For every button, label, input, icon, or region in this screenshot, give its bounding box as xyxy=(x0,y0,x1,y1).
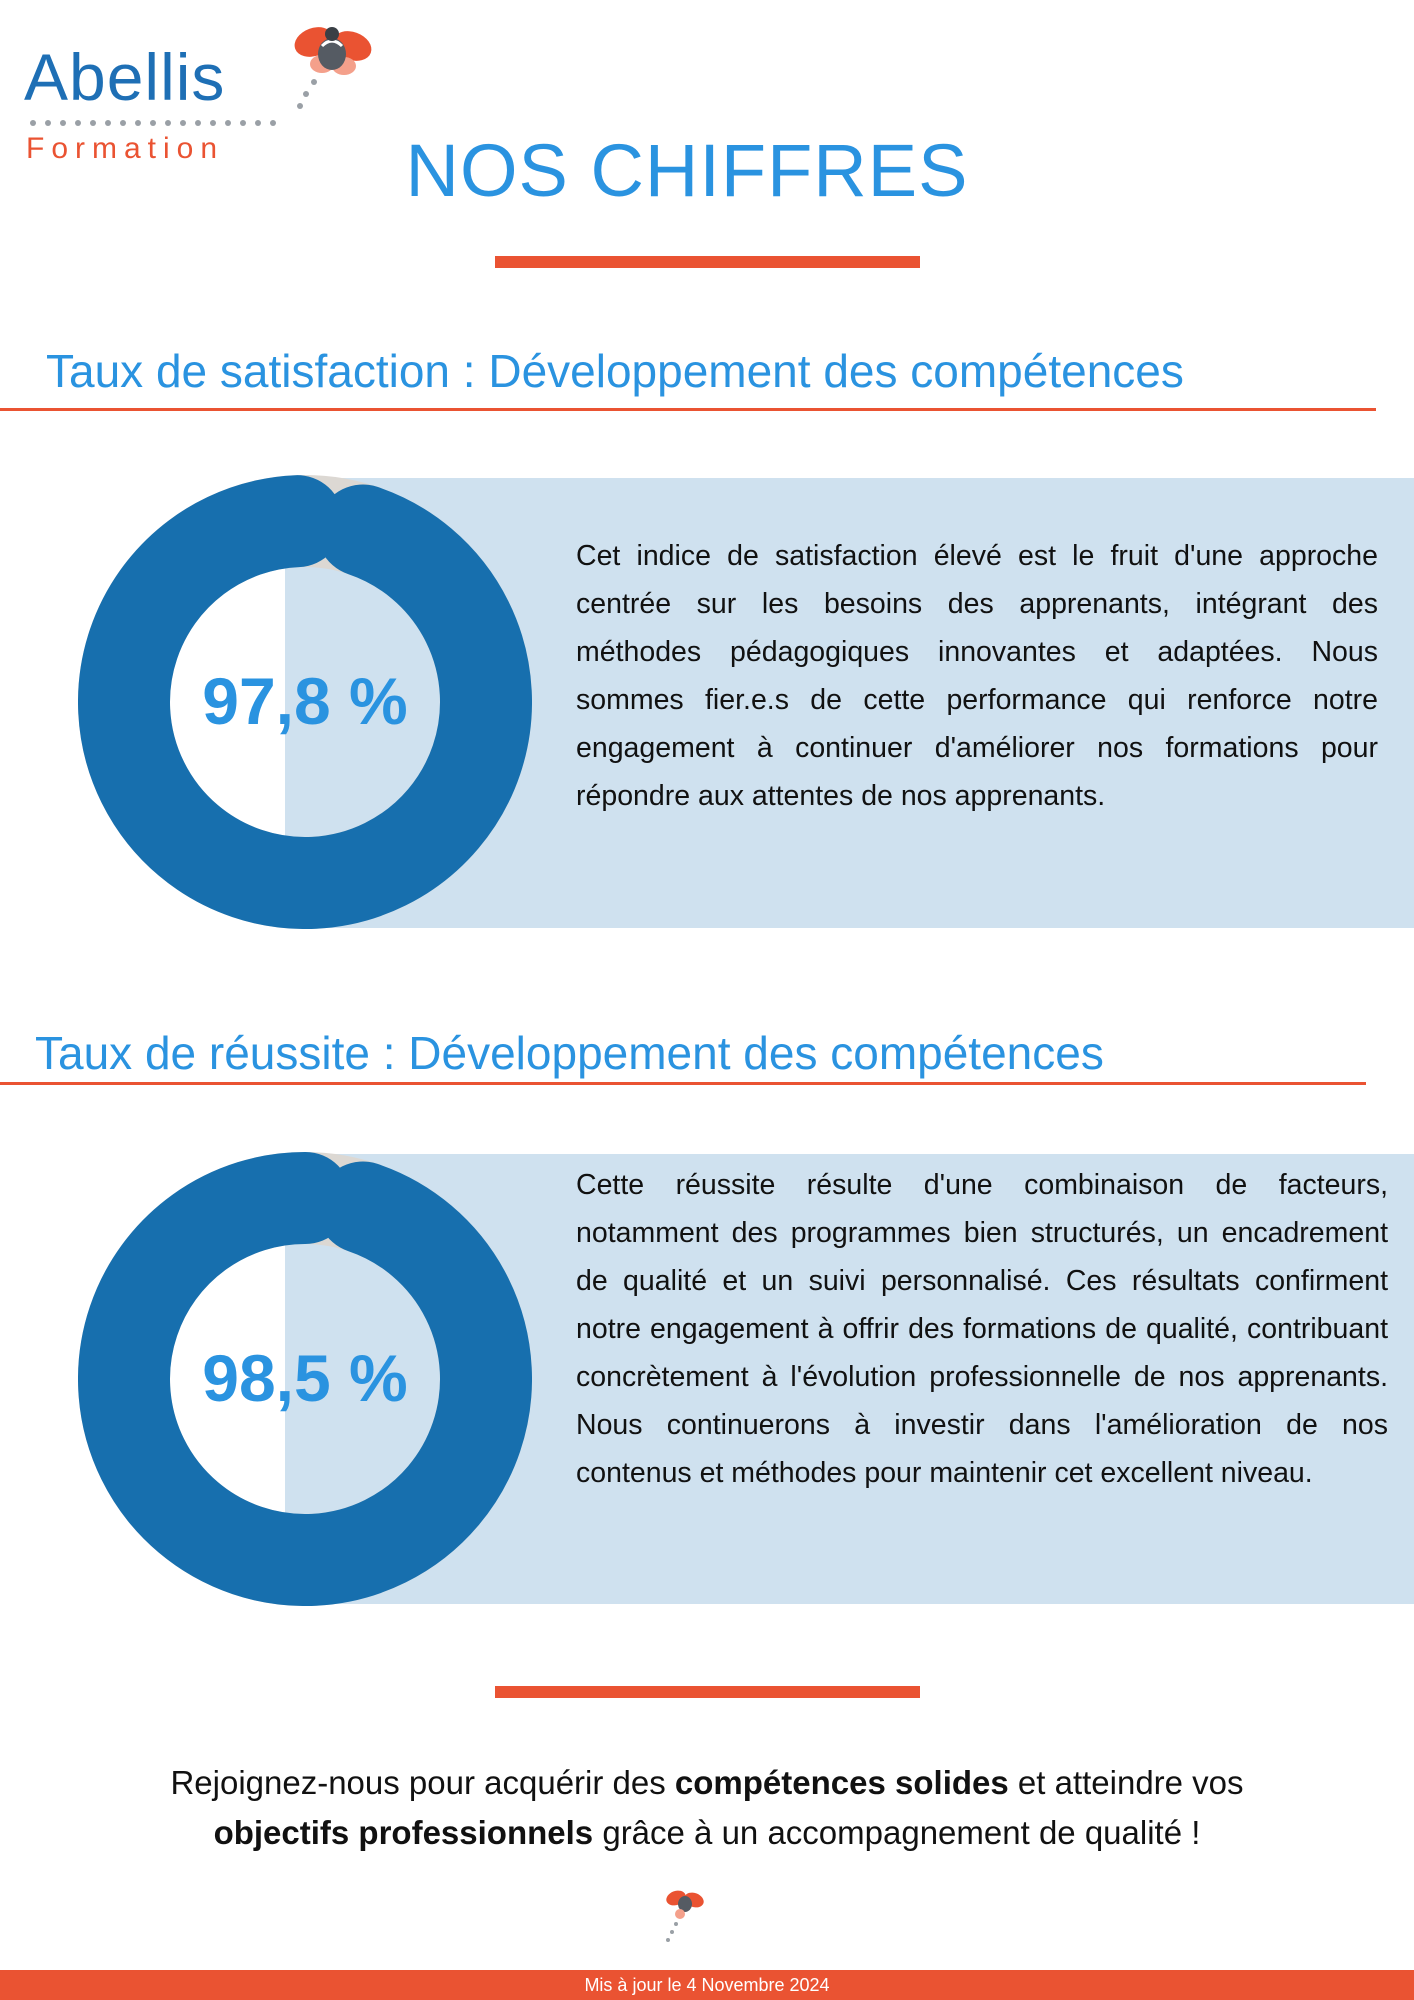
reussite-text: Cette réussite résulte d'une combinaison… xyxy=(576,1169,1388,1489)
reussite-value: 98,5 % xyxy=(202,1341,408,1415)
cta-bold-2: objectifs professionnels xyxy=(213,1814,594,1851)
bottom-accent-bar xyxy=(495,1686,920,1698)
bee-icon xyxy=(666,1890,704,1942)
call-to-action: Rejoignez-nous pour acquérir des compéte… xyxy=(40,1758,1374,1858)
reussite-donut xyxy=(78,1152,532,1606)
title-accent-bar xyxy=(495,256,920,268)
logo-wordmark: Abellis xyxy=(24,40,226,114)
cta-text-3: grâce à un accompagnement de qualité ! xyxy=(593,1814,1201,1851)
satisfaction-value: 97,8 % xyxy=(202,664,408,738)
donut-value-arc xyxy=(78,1152,532,1606)
section-rule-satisfaction xyxy=(0,408,1376,411)
page-title: NOS CHIFFRES xyxy=(405,129,969,212)
donut-value-arc xyxy=(78,475,532,929)
brand-logo: Abellis Formation xyxy=(20,20,380,170)
footer-update-date: Mis à jour le 4 Novembre 2024 xyxy=(0,1970,1414,2000)
satisfaction-donut xyxy=(78,475,532,929)
section-title-reussite: Taux de réussite : Développement des com… xyxy=(35,1027,1104,1079)
bee-icon xyxy=(294,27,372,109)
cta-bold-1: compétences solides xyxy=(674,1764,1009,1801)
logo-dot-line xyxy=(30,120,276,126)
section-rule-reussite xyxy=(0,1082,1366,1085)
cta-text-2: et atteindre vos xyxy=(1008,1764,1244,1801)
logo-tagline: Formation xyxy=(26,132,225,165)
section-title-satisfaction: Taux de satisfaction : Développement des… xyxy=(46,345,1184,397)
cta-text-1: Rejoignez-nous pour acquérir des xyxy=(170,1764,675,1801)
satisfaction-text: Cet indice de satisfaction élevé est le … xyxy=(576,540,1378,812)
